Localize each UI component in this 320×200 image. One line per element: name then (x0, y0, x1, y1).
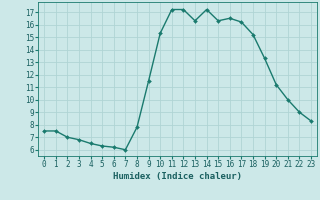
X-axis label: Humidex (Indice chaleur): Humidex (Indice chaleur) (113, 172, 242, 181)
